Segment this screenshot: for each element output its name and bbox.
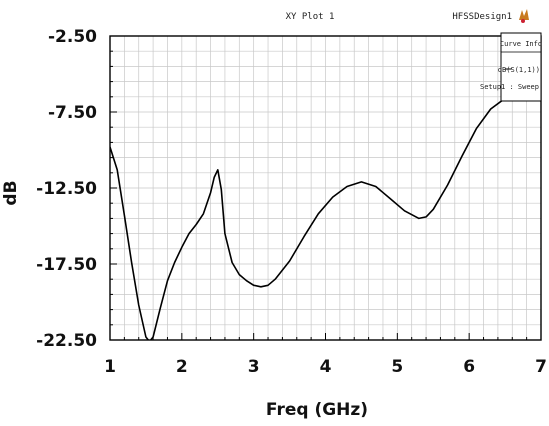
grid-lines xyxy=(109,35,542,341)
series-line-s11 xyxy=(110,96,510,340)
legend-entry-label: dB(S(1,1)) xyxy=(498,66,540,74)
y-tick-label: -2.50 xyxy=(48,27,97,47)
y-tick-label: -17.50 xyxy=(36,255,97,275)
axis-ticks xyxy=(109,35,542,341)
legend-entry-sub-label: Setup1 : Sweep xyxy=(480,83,539,91)
plot-title: XY Plot 1 xyxy=(286,12,335,22)
x-tick-label: 6 xyxy=(463,357,475,377)
x-tick-label: 5 xyxy=(391,357,403,377)
x-tick-label: 1 xyxy=(104,357,116,377)
y-tick-label: -12.50 xyxy=(36,179,97,199)
x-tick-label: 7 xyxy=(535,357,547,377)
x-tick-label: 3 xyxy=(248,357,260,377)
y-tick-label: -7.50 xyxy=(48,103,97,123)
legend-box: Curve Info dB(S(1,1)) Setup1 : Sweep xyxy=(480,32,542,102)
x-tick-label: 2 xyxy=(176,357,188,377)
legend-header: Curve Info xyxy=(500,40,542,48)
design-label: HFSSDesign1 xyxy=(452,12,512,22)
x-tick-labels: 1 2 3 4 5 6 7 xyxy=(104,357,547,377)
x-tick-label: 4 xyxy=(320,357,332,377)
x-axis-label: Freq (GHz) xyxy=(266,400,368,420)
y-tick-label: -22.50 xyxy=(36,331,97,351)
y-axis-label: dB xyxy=(1,180,21,205)
y-tick-labels: -2.50 -7.50 -12.50 -17.50 -22.50 xyxy=(36,27,97,351)
legend-frame xyxy=(500,32,542,102)
design-logo-icon xyxy=(519,9,529,23)
